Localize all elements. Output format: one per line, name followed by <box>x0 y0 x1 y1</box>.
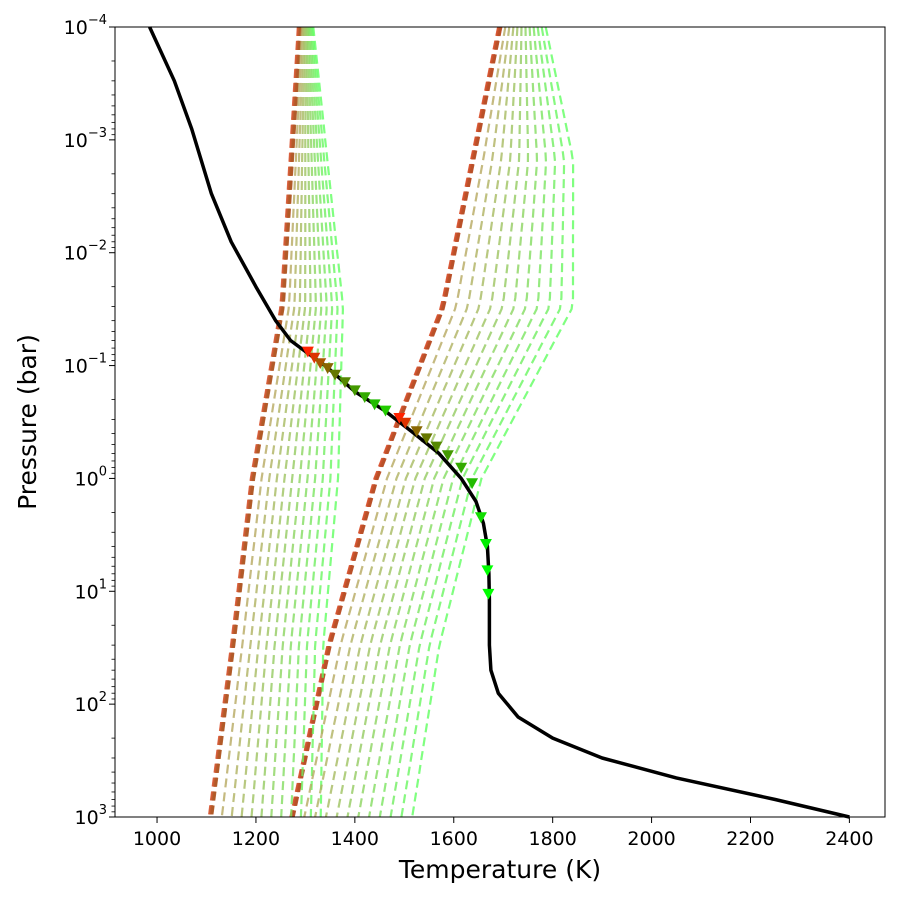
profile-marker-12 <box>410 426 423 438</box>
dashed-fan-1-6 <box>368 26 539 818</box>
profile-marker-5 <box>338 377 351 389</box>
dashed-fan-1-8 <box>389 26 557 818</box>
profile-marker-3 <box>321 363 334 374</box>
profile-marker-0 <box>301 346 314 358</box>
profile-marker-16 <box>455 462 468 474</box>
profile-markers <box>301 346 495 600</box>
x-tick-label: 1800 <box>528 828 576 850</box>
profile-marker-1 <box>308 352 321 364</box>
profile-marker-8 <box>368 399 381 411</box>
profile-marker-14 <box>430 441 443 453</box>
dashed-fan-0-6 <box>280 26 323 818</box>
dashed-fan-0-7 <box>290 26 328 818</box>
x-axis-label: Temperature (K) <box>398 855 601 884</box>
profile-marker-13 <box>420 433 433 445</box>
dashed-fan-1-0 <box>303 26 507 818</box>
x-tick-label: 2200 <box>726 828 774 850</box>
y-tick-label: 103 <box>75 803 107 829</box>
profile-marker-18 <box>474 512 487 524</box>
profile-marker-17 <box>466 478 479 490</box>
profile-marker-19 <box>479 539 492 550</box>
dashed-fan-1-3 <box>335 26 519 818</box>
x-tick-label: 1400 <box>331 828 379 850</box>
dashed-fan-0-0 <box>220 26 304 818</box>
y-tick-label: 10−1 <box>64 352 107 378</box>
dashed-fan-0-8 <box>299 26 334 818</box>
profile-marker-7 <box>358 392 371 404</box>
x-axis-ticks: 1000 1200 1400 1600 1800 2000 2200 2400 <box>133 817 874 850</box>
dashed-fan-1-5 <box>357 26 530 818</box>
profile-marker-21 <box>482 588 495 600</box>
main-temperature-profile <box>148 26 850 819</box>
dashed-fan-0-3 <box>250 27 307 818</box>
dashed-fan-0-1 <box>230 26 305 818</box>
x-tick-label: 1200 <box>232 828 280 850</box>
profile-marker-6 <box>348 385 361 397</box>
dashed-fan-1-1 <box>314 26 511 818</box>
dashed-fan-1-2 <box>324 26 515 818</box>
dashed-fan-0-9 <box>309 26 339 818</box>
profile-marker-15 <box>441 450 454 461</box>
dashed-profile-0-11 <box>210 26 303 818</box>
main-profile-layer <box>148 26 850 819</box>
dashed-fan-1-4 <box>346 26 523 818</box>
profile-marker-4 <box>329 369 342 381</box>
x-tick-label: 1600 <box>430 828 478 850</box>
y-tick-label: 10−2 <box>64 239 107 265</box>
profile-marker-11 <box>399 417 412 429</box>
y-axis-ticks: 10−4 10−3 10−2 10−1 100 101 102 103 <box>64 13 115 829</box>
y-tick-label: 102 <box>75 690 107 716</box>
x-tick-label: 1000 <box>133 828 181 850</box>
y-tick-label: 10−3 <box>64 126 107 152</box>
y-tick-label: 101 <box>75 577 107 603</box>
x-tick-label: 2000 <box>627 828 675 850</box>
dashed-fan-0-5 <box>270 26 317 818</box>
dashed-fan-0-2 <box>240 26 306 818</box>
profile-marker-10 <box>393 412 406 424</box>
y-axis-label: Pressure (bar) <box>13 334 42 510</box>
y-tick-label: 100 <box>75 464 107 490</box>
dashed-fan-1-10 <box>411 26 575 818</box>
profile-marker-20 <box>481 565 494 577</box>
x-tick-label: 2400 <box>825 828 873 850</box>
dashed-fan-0-4 <box>260 26 312 818</box>
y-tick-label: 10−4 <box>64 13 107 39</box>
profile-marker-9 <box>379 405 392 417</box>
dashed-fan-1-7 <box>378 26 548 818</box>
dashed-profile-curves <box>207 26 575 818</box>
dashed-fan-0-10 <box>312 26 345 818</box>
dashed-fan-1-9 <box>400 26 566 818</box>
profile-marker-2 <box>314 358 327 370</box>
plot-frame <box>114 26 886 818</box>
